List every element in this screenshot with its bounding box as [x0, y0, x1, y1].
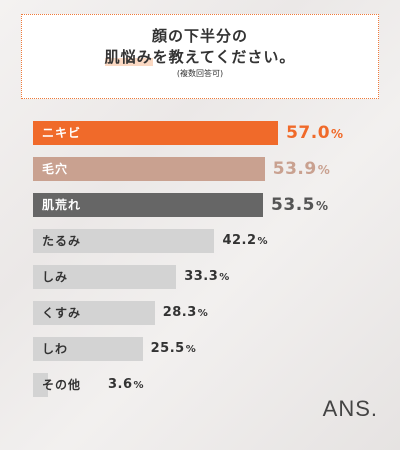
value-unit-1: % [317, 163, 331, 177]
question-title-rest: を教えてください。 [152, 48, 296, 66]
question-title-line1: 顔の下半分の [151, 27, 248, 45]
value-number-2: 53.5 [271, 195, 315, 215]
bar-0 [33, 121, 279, 145]
bar-3 [33, 229, 215, 253]
value-label-5: 28.3% [163, 301, 209, 325]
value-unit-4: % [219, 272, 230, 283]
bar-2 [33, 193, 264, 217]
bar-label-3: たるみ [42, 234, 82, 248]
value-unit-3: % [257, 236, 269, 247]
value-number-6: 25.5 [150, 341, 185, 356]
value-label-7: 3.6% [108, 373, 144, 397]
bar-6 [33, 337, 143, 361]
bar-label-1: 毛穴 [42, 162, 69, 176]
ans-logo: ANS. [322, 396, 378, 421]
value-number-4: 33.3 [184, 269, 219, 284]
value-unit-7: % [133, 380, 145, 391]
value-label-2: 53.5% [271, 193, 328, 217]
bar-4 [33, 265, 177, 289]
value-label-0: 57.0% [286, 121, 343, 145]
value-unit-5: % [197, 308, 209, 319]
bar-label-5: くすみ [42, 306, 82, 320]
question-title-line2: 肌悩みを教えてください。 [22, 48, 378, 67]
bar-label-4: しみ [42, 270, 69, 284]
value-label-4: 33.3% [184, 265, 230, 289]
question-highlight: 肌悩み [104, 48, 153, 66]
value-number-7: 3.6 [108, 377, 133, 392]
value-label-1: 53.9% [273, 157, 330, 181]
value-number-3: 42.2 [222, 233, 257, 248]
value-unit-0: % [331, 127, 344, 141]
bar-label-2: 肌荒れ [42, 198, 82, 212]
value-label-6: 25.5% [151, 337, 197, 361]
value-label-3: 42.2% [222, 229, 268, 253]
bar-label-6: しわ [42, 342, 69, 356]
question-box: 顔の下半分の 肌悩みを教えてください。 (複数回答可) [21, 14, 379, 99]
multiple-answer-note: (複数回答可) [176, 69, 224, 78]
value-number-5: 28.3 [162, 305, 197, 320]
bar-1 [33, 157, 265, 181]
value-number-1: 53.9 [272, 159, 317, 179]
bar-label-0: ニキビ [42, 126, 82, 140]
value-unit-2: % [316, 199, 329, 213]
bar-5 [33, 301, 155, 325]
value-number-0: 57.0 [286, 123, 331, 143]
bar-7 [33, 373, 49, 397]
value-unit-6: % [185, 344, 197, 355]
bar-label-7: その他 [42, 378, 82, 392]
